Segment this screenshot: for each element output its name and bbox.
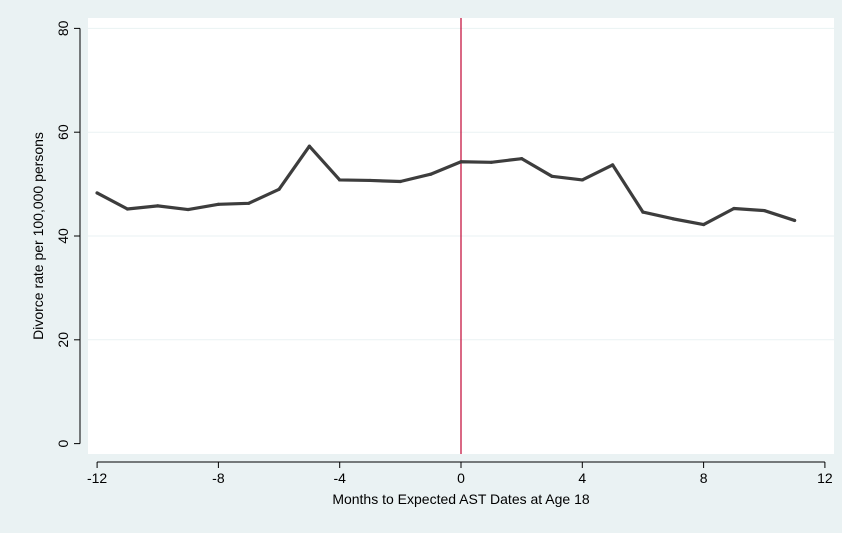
x-tick-label: 12 xyxy=(817,470,833,486)
data-point xyxy=(671,217,675,221)
data-point xyxy=(125,207,130,211)
data-point xyxy=(368,178,372,183)
series-line xyxy=(95,144,797,227)
x-tick-label: 0 xyxy=(457,470,465,486)
data-point xyxy=(307,144,311,148)
y-tick-label: 20 xyxy=(55,332,71,348)
data-point xyxy=(156,204,160,208)
y-tick-label: 0 xyxy=(55,440,71,448)
data-point xyxy=(580,178,584,182)
y-tick-label: 60 xyxy=(55,124,71,140)
x-tick-label: 4 xyxy=(578,470,586,486)
data-point xyxy=(95,191,99,195)
x-axis-title: Months to Expected AST Dates at Age 18 xyxy=(332,491,590,507)
x-tick-label: -8 xyxy=(212,470,225,486)
data-point xyxy=(216,202,220,206)
y-tick-label: 40 xyxy=(55,228,71,244)
data-point xyxy=(186,207,190,212)
data-point xyxy=(338,178,342,182)
data-point xyxy=(732,206,736,211)
data-point xyxy=(459,160,463,164)
data-point xyxy=(520,157,524,161)
series-layer xyxy=(95,144,797,227)
x-tick-label: -4 xyxy=(333,470,346,486)
data-point xyxy=(792,218,797,223)
data-point xyxy=(611,163,615,167)
data-point xyxy=(489,160,493,164)
data-point xyxy=(702,222,706,227)
data-point xyxy=(641,210,645,214)
y-axis-title: Divorce rate per 100,000 persons xyxy=(30,132,46,340)
data-point xyxy=(550,174,554,178)
x-tick-label: 8 xyxy=(700,470,708,486)
x-tick-label: -12 xyxy=(87,470,107,486)
data-point xyxy=(429,172,433,176)
y-tick-label: 80 xyxy=(55,20,71,36)
data-point xyxy=(247,201,251,205)
data-point xyxy=(762,208,766,213)
axes: 0 20 40 60 80 -12 -8 -4 0 4 8 12 xyxy=(55,20,833,486)
data-point xyxy=(277,187,281,191)
data-point xyxy=(398,179,402,184)
